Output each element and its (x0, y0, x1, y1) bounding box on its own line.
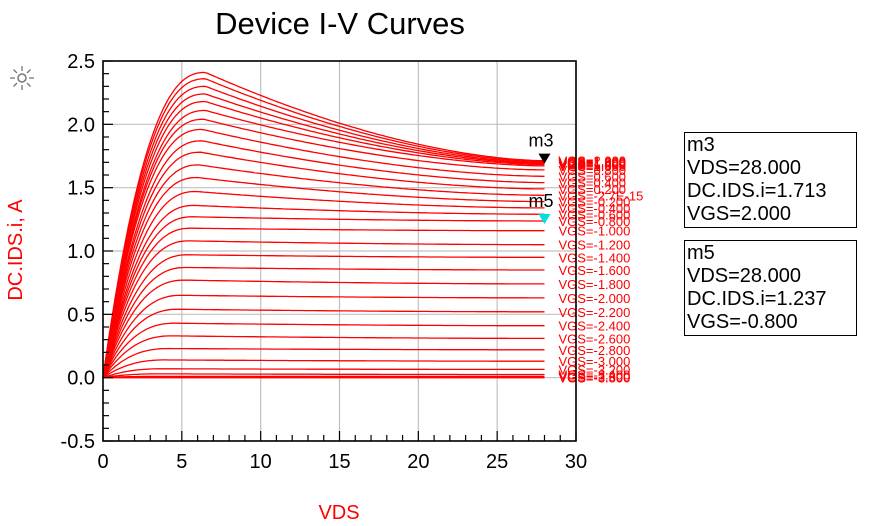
x-tick-label: 25 (486, 451, 508, 473)
marker-m5-label: m5 (528, 191, 553, 211)
iv-curve (102, 118, 545, 378)
iv-curve (102, 151, 545, 378)
iv-curve (102, 93, 545, 378)
iv-curve (102, 100, 545, 378)
curve-label: VGS=-1.600 (558, 263, 630, 278)
y-tick-label: -0.5 (61, 431, 95, 453)
marker-m3-icon (538, 153, 551, 164)
x-tick-label: 20 (407, 451, 429, 473)
curve-label: VGS=-3.800 (558, 371, 630, 386)
curve-label: VGS=-1.000 (558, 224, 630, 239)
iv-curve (102, 335, 545, 379)
marker-m5-icon (538, 213, 551, 224)
x-tick-label: 5 (176, 451, 187, 473)
x-tick-label: 0 (97, 451, 108, 473)
y-tick-label: 0.5 (67, 304, 95, 326)
starburst-icon (10, 66, 34, 90)
chart-title: Device I-V Curves (215, 6, 465, 41)
y-tick-label: 1.0 (67, 241, 95, 263)
iv-curve (102, 279, 545, 378)
y-tick-label: 0.0 (67, 368, 95, 390)
iv-curve (102, 359, 545, 379)
marker-ids: DC.IDS.i=1.237 (687, 288, 827, 310)
marker-vds: VDS=28.000 (687, 157, 801, 179)
y-axis-label: DC.IDS.i, A (5, 199, 27, 301)
marker-m3-label: m3 (528, 131, 553, 151)
x-tick-label: 15 (328, 451, 350, 473)
iv-curve (102, 85, 545, 378)
iv-curve (102, 164, 545, 378)
iv-curve (102, 71, 545, 378)
marker-readout-m3: m3 VDS=28.000 DC.IDS.i=1.713 VGS=2.000 (684, 132, 857, 228)
iv-curve (102, 176, 545, 378)
iv-curve (102, 109, 545, 378)
iv-curve (102, 78, 545, 378)
y-tick-label: 2.5 (67, 51, 95, 73)
marker-name: m3 (687, 134, 715, 156)
curve-label: VGS=-2.200 (558, 305, 630, 320)
x-tick-label: 10 (250, 451, 272, 473)
marker-vds: VDS=28.000 (687, 265, 801, 287)
curve-label: VGS=-2.7E-15 (558, 188, 643, 203)
iv-curve (102, 375, 545, 379)
iv-curve (102, 190, 545, 378)
x-axis-label: VDS (318, 502, 359, 524)
iv-curve (102, 266, 545, 378)
curve-label: VGS=-1.800 (558, 277, 630, 292)
marker-vgs: VGS=2.000 (687, 203, 791, 225)
iv-curve (102, 254, 545, 378)
iv-curve (102, 128, 545, 378)
iv-curve (102, 347, 545, 379)
iv-curve (102, 368, 545, 379)
marker-readout-m5: m5 VDS=28.000 DC.IDS.i=1.237 VGS=-0.800 (684, 240, 857, 336)
iv-curve (102, 322, 545, 379)
curve-label: VGS=-2.000 (558, 291, 630, 306)
marker-name: m5 (687, 242, 715, 264)
iv-curve (102, 294, 545, 378)
iv-curve (102, 216, 545, 378)
y-tick-label: 2.0 (67, 114, 95, 136)
iv-curve (102, 308, 545, 378)
iv-curve (102, 373, 545, 379)
iv-curve (102, 240, 545, 378)
marker-ids: DC.IDS.i=1.713 (687, 180, 827, 202)
y-tick-label: 1.5 (67, 178, 95, 200)
iv-curve (102, 204, 545, 378)
iv-curve (102, 140, 545, 378)
iv-curve (102, 227, 545, 378)
marker-vgs: VGS=-0.800 (687, 311, 798, 333)
x-tick-label: 30 (565, 451, 587, 473)
